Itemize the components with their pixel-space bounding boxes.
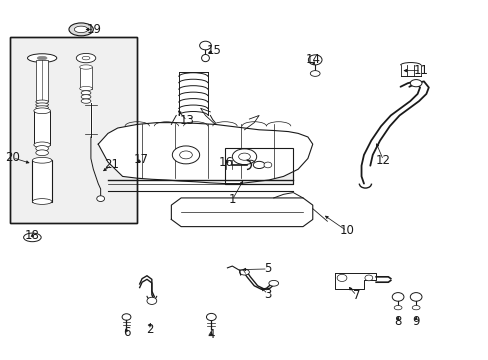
Ellipse shape [206, 314, 216, 320]
Ellipse shape [80, 65, 92, 69]
Ellipse shape [37, 56, 47, 60]
Ellipse shape [232, 149, 256, 165]
Text: 13: 13 [179, 114, 194, 127]
Ellipse shape [391, 293, 403, 301]
Text: 20: 20 [5, 151, 20, 164]
Ellipse shape [76, 53, 96, 63]
Ellipse shape [36, 150, 48, 156]
Text: 7: 7 [352, 289, 360, 302]
Ellipse shape [253, 161, 264, 168]
Ellipse shape [81, 99, 91, 103]
Ellipse shape [393, 306, 401, 310]
Text: 2: 2 [145, 323, 153, 336]
Ellipse shape [27, 54, 57, 62]
Ellipse shape [364, 275, 372, 281]
Ellipse shape [122, 314, 131, 320]
Ellipse shape [82, 56, 90, 60]
Ellipse shape [36, 103, 48, 107]
Text: 12: 12 [375, 154, 390, 167]
Ellipse shape [179, 151, 192, 159]
Text: 5: 5 [264, 262, 271, 275]
Polygon shape [98, 123, 312, 184]
Ellipse shape [409, 80, 421, 87]
Ellipse shape [32, 199, 52, 204]
Text: 8: 8 [394, 315, 401, 328]
Ellipse shape [201, 54, 209, 62]
Ellipse shape [239, 269, 249, 275]
Ellipse shape [32, 157, 52, 163]
Text: 3: 3 [264, 288, 271, 301]
Bar [10, 37, 137, 223]
Polygon shape [334, 273, 375, 289]
Text: 9: 9 [411, 315, 419, 328]
Text: 17: 17 [133, 153, 148, 166]
Text: 19: 19 [87, 23, 102, 36]
Text: 6: 6 [122, 326, 130, 339]
Ellipse shape [199, 41, 211, 50]
Bar [80, 67, 92, 89]
Ellipse shape [172, 146, 199, 164]
Bar [224, 148, 293, 184]
Ellipse shape [336, 274, 346, 282]
Text: 4: 4 [207, 328, 215, 341]
Text: 10: 10 [339, 224, 354, 238]
Ellipse shape [74, 26, 88, 33]
Bar [34, 111, 50, 145]
Ellipse shape [147, 297, 157, 305]
Bar [36, 60, 48, 101]
Text: 15: 15 [206, 44, 221, 57]
Ellipse shape [23, 233, 41, 242]
Ellipse shape [81, 95, 91, 99]
Text: 21: 21 [104, 158, 119, 171]
Ellipse shape [264, 162, 271, 168]
Ellipse shape [36, 145, 48, 151]
Text: 1: 1 [228, 193, 236, 206]
Ellipse shape [80, 86, 92, 91]
Ellipse shape [69, 23, 93, 36]
Ellipse shape [238, 153, 250, 160]
Ellipse shape [308, 55, 322, 65]
Ellipse shape [36, 100, 48, 104]
Text: 16: 16 [218, 156, 233, 169]
Ellipse shape [97, 196, 104, 202]
Ellipse shape [36, 106, 48, 109]
Ellipse shape [411, 306, 419, 310]
Bar [224, 148, 293, 184]
Text: 14: 14 [305, 53, 320, 66]
Ellipse shape [34, 108, 50, 114]
Ellipse shape [81, 91, 91, 95]
Bar [10, 37, 137, 223]
Ellipse shape [34, 142, 50, 148]
Ellipse shape [310, 71, 320, 76]
Polygon shape [171, 198, 312, 226]
Text: 18: 18 [25, 229, 40, 242]
Ellipse shape [268, 280, 278, 286]
Ellipse shape [409, 293, 421, 301]
Text: 11: 11 [413, 64, 427, 77]
Bar [32, 160, 52, 202]
